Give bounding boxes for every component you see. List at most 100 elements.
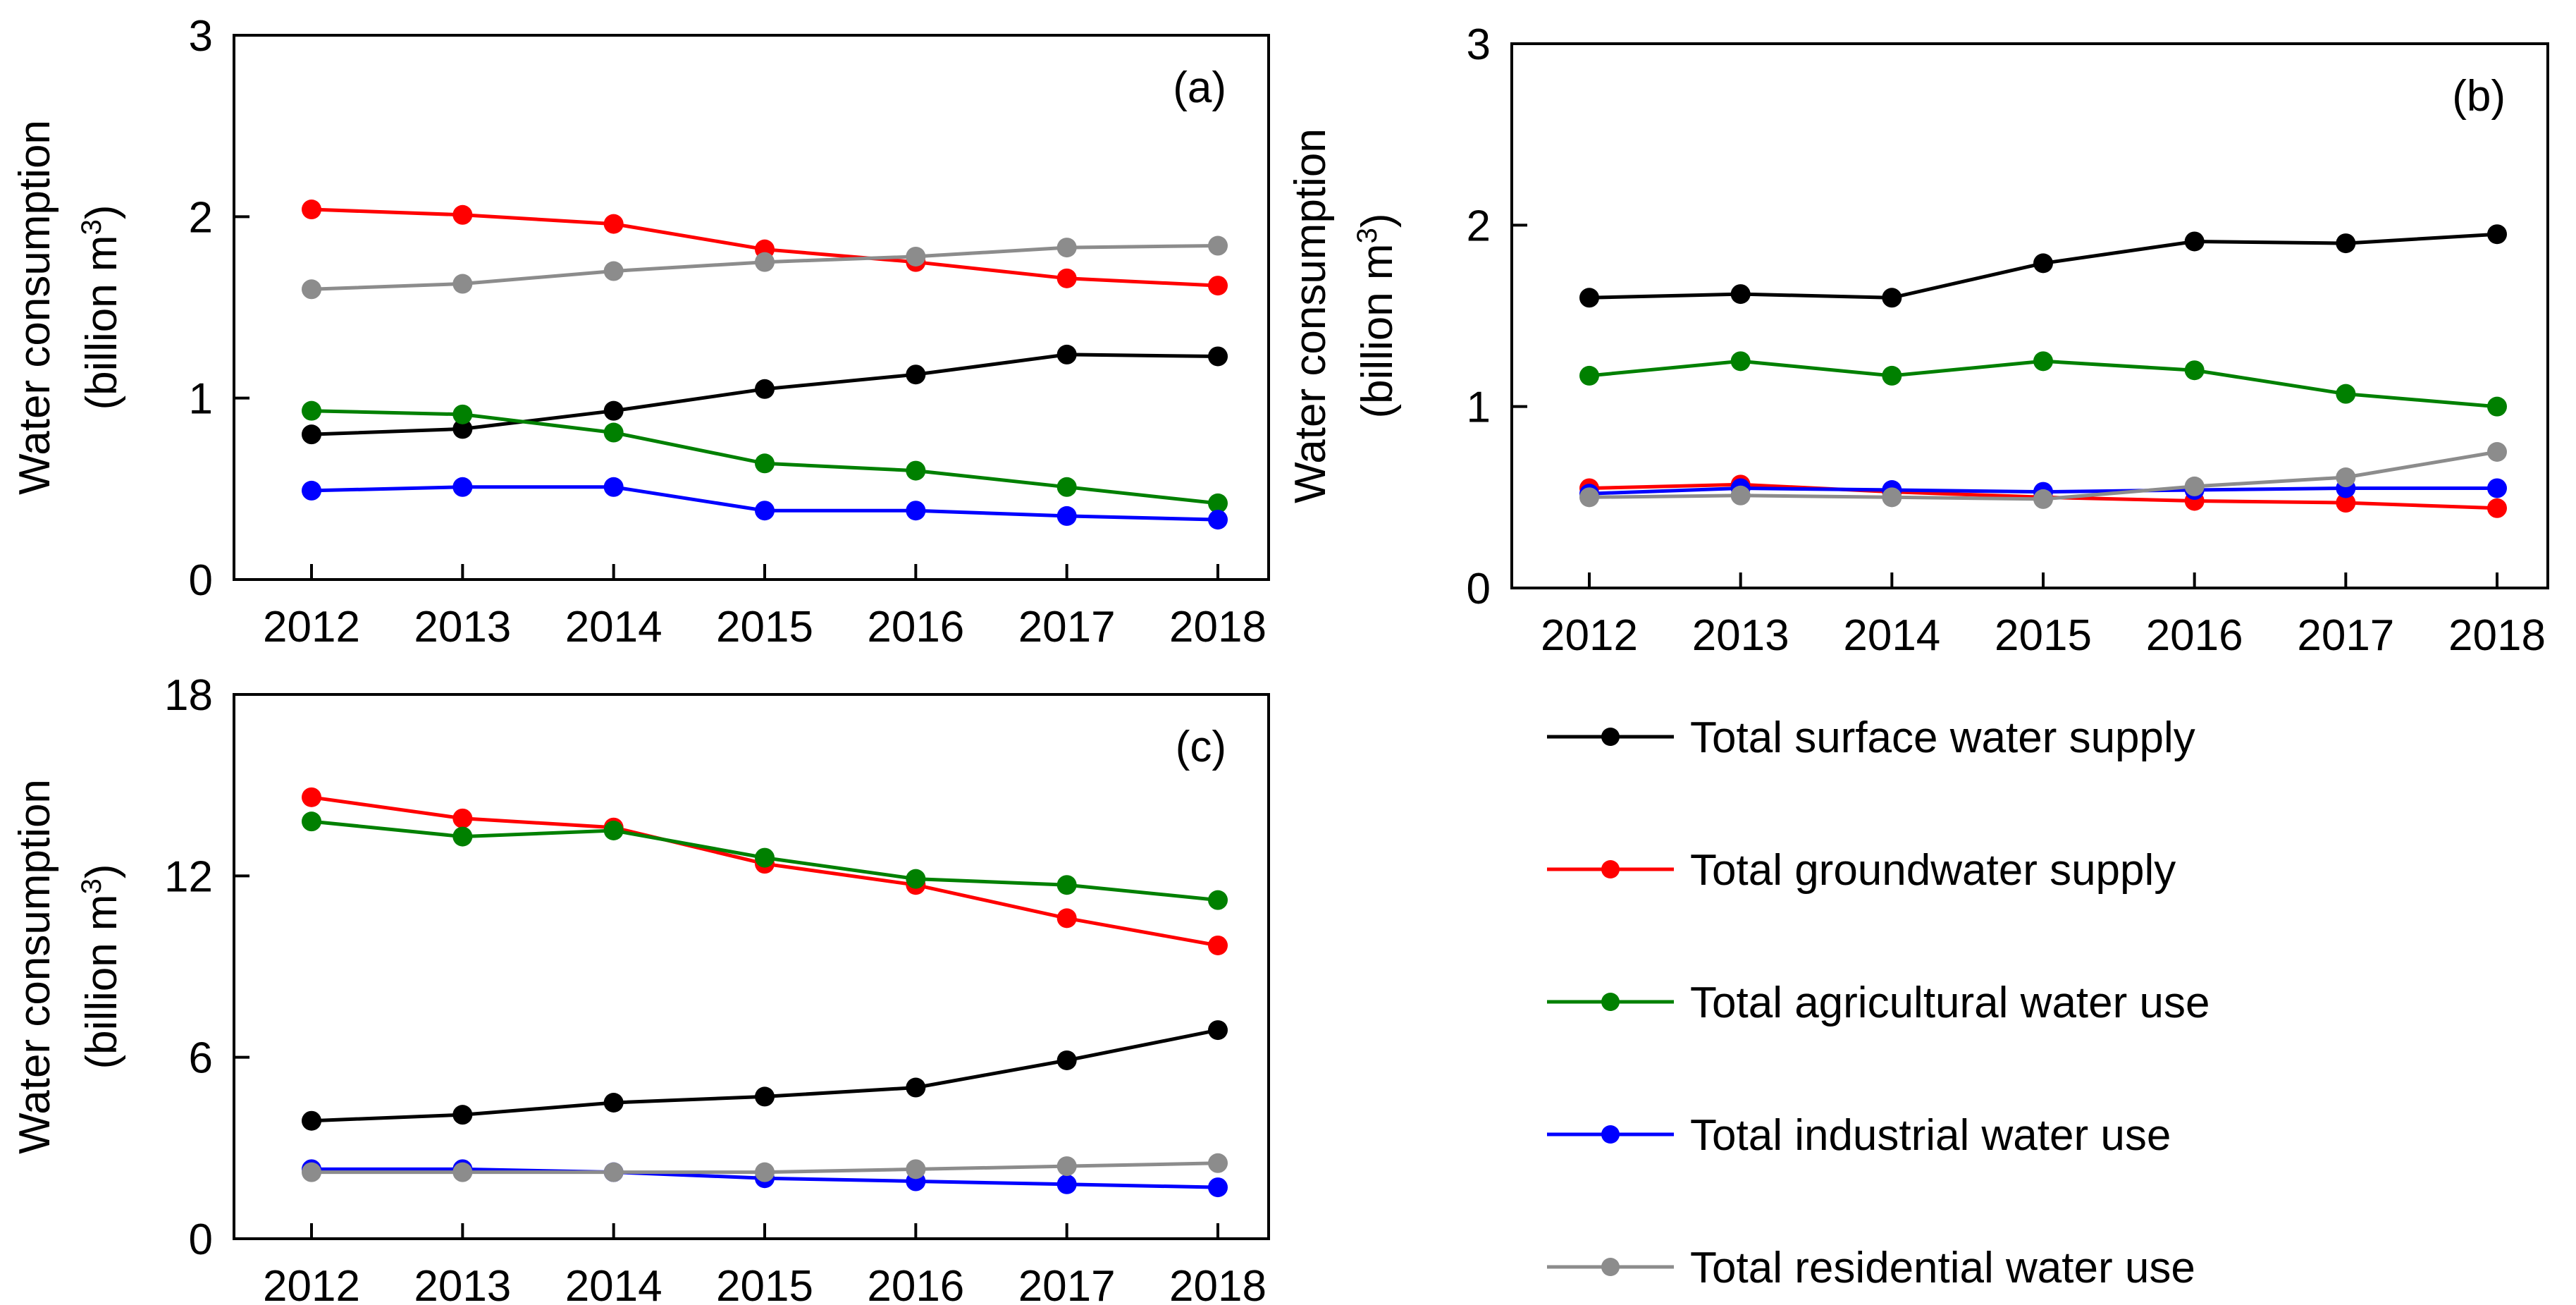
legend-label: Total groundwater supply	[1690, 846, 2176, 895]
legend-marker	[1601, 1258, 1620, 1276]
x-tick-label: 2015	[716, 603, 813, 651]
data-point	[755, 1086, 775, 1107]
panel-label: (a)	[1173, 63, 1226, 112]
x-tick-label: 2012	[1541, 611, 1638, 660]
data-point	[452, 477, 473, 497]
data-point	[302, 400, 321, 421]
data-point	[755, 847, 775, 868]
data-point	[302, 279, 321, 300]
data-point	[1730, 485, 1751, 506]
x-tick-label: 2017	[1018, 603, 1116, 651]
data-point	[1730, 284, 1751, 305]
data-point	[2487, 498, 2507, 518]
data-point	[452, 826, 473, 847]
x-tick-label: 2017	[1018, 1262, 1116, 1305]
data-point	[1056, 1156, 1077, 1177]
data-point	[603, 422, 624, 443]
x-tick-label: 2016	[867, 603, 964, 651]
data-point	[1056, 344, 1077, 364]
data-point	[1208, 276, 1228, 296]
x-tick-label: 2016	[2146, 611, 2243, 660]
data-point	[302, 1110, 321, 1131]
data-point	[452, 419, 473, 439]
x-tick-label: 2015	[716, 1262, 813, 1305]
data-point	[2336, 467, 2356, 488]
data-point	[302, 811, 321, 832]
y-axis-title: Water consumption	[11, 120, 59, 495]
data-point	[452, 1162, 473, 1182]
x-tick-label: 2015	[1995, 611, 2092, 660]
legend-marker	[1601, 728, 1620, 746]
data-point	[1579, 487, 1599, 508]
data-point	[755, 252, 775, 272]
data-point	[1056, 908, 1077, 929]
x-tick-label: 2013	[414, 603, 511, 651]
y-tick-label: 2	[189, 193, 213, 242]
legend-label: Total surface water supply	[1690, 713, 2195, 762]
data-point	[603, 400, 624, 421]
data-point	[302, 1162, 321, 1182]
data-point	[2487, 396, 2507, 417]
data-point	[452, 204, 473, 225]
data-point	[2336, 233, 2356, 254]
legend-marker	[1601, 1125, 1620, 1144]
data-point	[906, 1159, 926, 1180]
data-point	[755, 379, 775, 399]
x-tick-label: 2013	[414, 1262, 511, 1305]
series-line-1	[311, 1028, 1219, 1123]
x-tick-label: 2018	[1169, 1262, 1267, 1305]
y-tick-label: 6	[189, 1034, 213, 1083]
y-tick-label: 3	[1467, 20, 1491, 69]
x-tick-label: 2017	[2297, 611, 2394, 660]
data-point	[1730, 351, 1751, 372]
legend-label: Total agricultural water use	[1690, 979, 2210, 1027]
data-point	[1056, 238, 1077, 258]
data-point	[603, 477, 624, 497]
data-point	[302, 200, 321, 220]
data-point	[906, 246, 926, 266]
data-point	[1882, 487, 1902, 508]
legend-label: Total residential water use	[1690, 1244, 2195, 1292]
data-point	[1056, 268, 1077, 288]
y-tick-label: 3	[189, 12, 213, 61]
chart-panel-3: 0 6 12 18 2012 2013 2014 2015 2016 2017 2018 Water …	[11, 671, 1270, 1305]
x-tick-label: 2018	[2448, 611, 2546, 660]
data-point	[1208, 935, 1228, 955]
data-point	[302, 424, 321, 445]
y-axis-title: Water consumption	[11, 779, 59, 1154]
data-point	[302, 787, 321, 807]
x-tick-label: 2014	[1843, 611, 1940, 660]
x-tick-label: 2013	[1692, 611, 1789, 660]
data-point	[1579, 288, 1599, 308]
y-axis-title: Water consumption	[1286, 128, 1335, 503]
data-point	[1579, 365, 1599, 386]
plot-frame	[233, 34, 1270, 581]
data-point	[452, 274, 473, 294]
y-tick-label: 2	[1467, 202, 1491, 250]
data-point	[603, 821, 624, 840]
data-point	[1208, 1177, 1228, 1198]
x-tick-label: 2018	[1169, 603, 1267, 651]
y-tick-label: 0	[189, 1215, 213, 1264]
y-tick-label: 18	[164, 671, 213, 720]
y-axis-title-unit: (billion m3)	[76, 864, 126, 1070]
data-point	[755, 1162, 775, 1182]
chart-panel-1: 0 1 2 3 2012 2013 2014 2015 2016 2017 2018 Water co…	[11, 12, 1270, 651]
data-point	[906, 364, 926, 385]
data-point	[2033, 253, 2053, 274]
data-point	[603, 1162, 624, 1182]
data-point	[906, 869, 926, 889]
y-axis-title-unit: (billion m3)	[76, 205, 126, 410]
plot-frame	[1510, 42, 2549, 589]
chart-panel-2: 0 1 2 3 2012 2013 2014 2015 2016 2017 2018 Water co…	[1286, 20, 2549, 660]
data-point	[906, 1077, 926, 1098]
data-point	[1208, 1153, 1228, 1173]
data-point	[1056, 1050, 1077, 1070]
data-point	[2184, 476, 2205, 496]
data-point	[452, 404, 473, 424]
y-tick-label: 0	[1467, 565, 1491, 613]
data-point	[1882, 288, 1902, 308]
data-point	[1056, 506, 1077, 526]
data-point	[2336, 384, 2356, 404]
